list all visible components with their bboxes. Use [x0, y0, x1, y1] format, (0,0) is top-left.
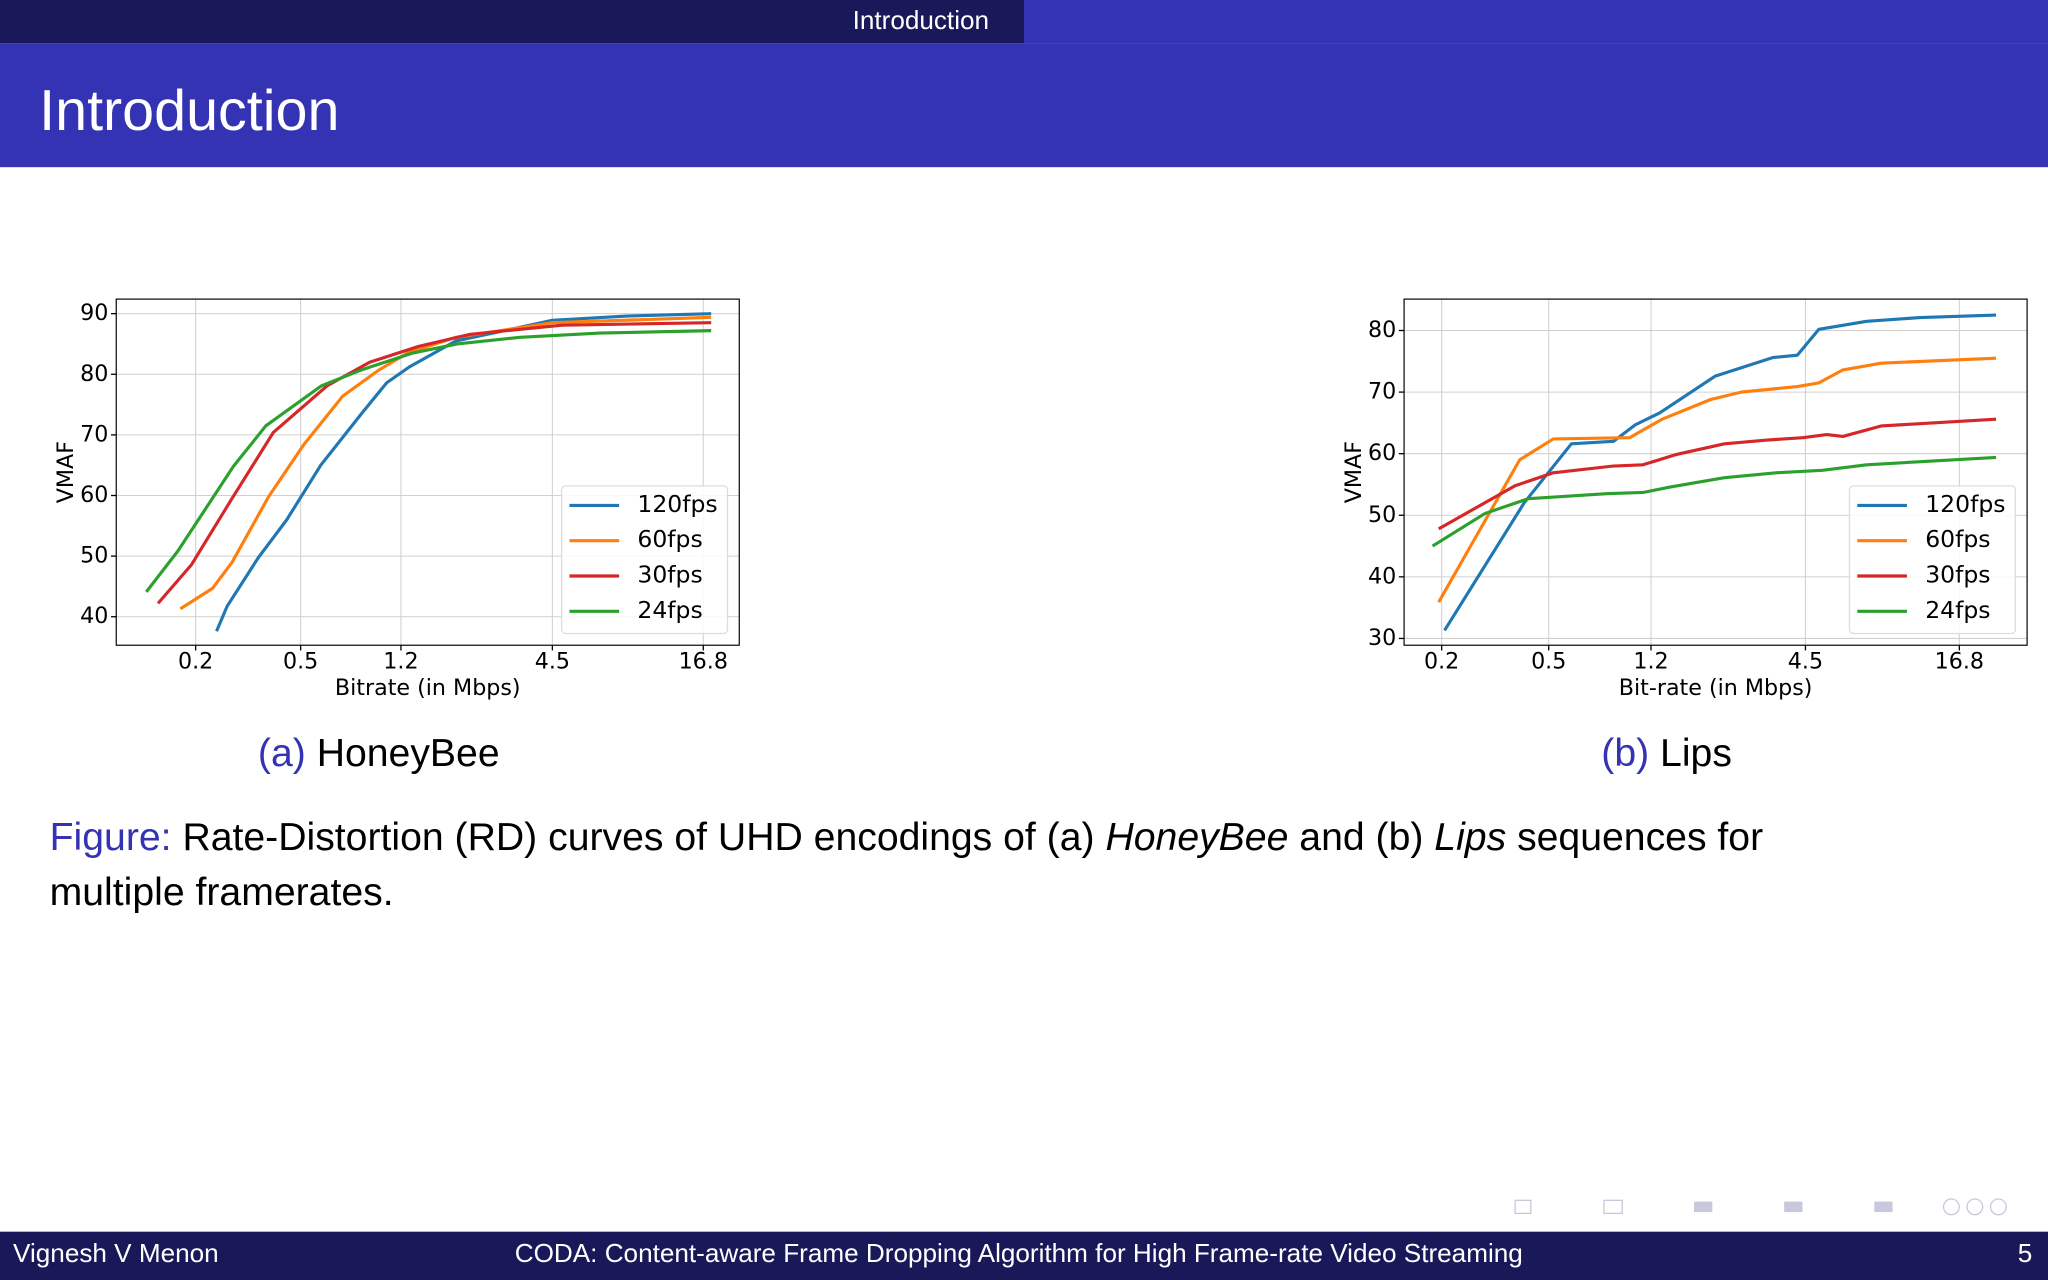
x-tick-label: 16.8	[1935, 649, 1984, 675]
data-line	[1437, 417, 1997, 531]
caption-name: HoneyBee	[1105, 816, 1288, 859]
footer-title: CODA: Content-aware Frame Dropping Algor…	[515, 1238, 1523, 1268]
y-tick-label: 80	[1368, 317, 1396, 343]
data-line	[1431, 455, 1997, 548]
x-tick-label: 0.2	[1424, 649, 1459, 675]
nav-symbols	[1514, 1198, 2007, 1216]
legend-label: 24fps	[637, 596, 702, 624]
section-name: Introduction	[853, 5, 989, 35]
x-axis-label: Bit-rate (in Mbps)	[1619, 675, 1813, 701]
y-tick-label: 30	[1368, 625, 1396, 651]
data-line	[1443, 313, 1997, 632]
y-tick-label: 70	[80, 421, 108, 447]
figure-caption-line: multiple framerates.	[50, 871, 394, 914]
y-axis-label: VMAF	[53, 441, 79, 503]
footer-page: 5	[2018, 1238, 2033, 1268]
subfigure-name: Lips	[1660, 733, 1732, 776]
title-bar	[0, 43, 2048, 168]
x-tick-label: 1.2	[1633, 649, 1668, 675]
footer-bar	[0, 1231, 2048, 1280]
frame-title: Introduction	[39, 79, 339, 143]
x-tick-label: 4.5	[1788, 649, 1823, 675]
subfigure-name: HoneyBee	[317, 733, 500, 776]
data-line	[145, 329, 712, 593]
header-left-bar	[0, 0, 1024, 44]
y-axis-label: VMAF	[1341, 441, 1367, 503]
legend-box	[560, 485, 729, 635]
subfigure-label: (b)	[1601, 733, 1649, 776]
y-tick-label: 70	[1368, 379, 1396, 405]
plot-area	[1431, 313, 1997, 632]
data-line	[1437, 356, 1997, 603]
caption-text: sequences for	[1517, 816, 1763, 859]
data-line	[215, 312, 712, 632]
legend-label: 30fps	[1925, 561, 1990, 589]
legend-box	[1848, 485, 2016, 635]
figure-caption: Figure: Rate-Distortion (RD) curves of U…	[50, 816, 1764, 859]
x-tick-label: 16.8	[679, 649, 728, 675]
y-tick-label: 50	[1368, 502, 1396, 528]
legend-label: 30fps	[637, 561, 702, 589]
subfigure-caption: (b) Lips	[1601, 733, 1732, 776]
legend-label: 60fps	[637, 525, 702, 553]
plot-frame	[115, 298, 740, 646]
subfigure-label: (a)	[258, 733, 306, 776]
x-tick-label: 4.5	[535, 649, 570, 675]
legend-label: 120fps	[637, 490, 717, 518]
x-axis-label: Bitrate (in Mbps)	[335, 675, 521, 701]
header-right-bar	[1024, 0, 2048, 44]
y-tick-label: 40	[1368, 563, 1396, 589]
footer-author: Vignesh V Menon	[13, 1238, 219, 1268]
x-tick-label: 0.2	[178, 649, 213, 675]
subfigure-caption: (a) HoneyBee	[258, 733, 500, 776]
y-tick-label: 80	[80, 361, 108, 387]
y-tick-label: 60	[1368, 440, 1396, 466]
y-tick-label: 90	[80, 300, 108, 326]
x-tick-label: 1.2	[383, 649, 418, 675]
caption-name: Lips	[1434, 816, 1506, 859]
caption-text: Rate-Distortion (RD) curves of UHD encod…	[182, 816, 1094, 859]
caption-label: Figure:	[50, 816, 172, 859]
y-tick-label: 50	[80, 543, 108, 569]
y-tick-label: 40	[80, 603, 108, 629]
x-tick-label: 0.5	[1531, 649, 1566, 675]
legend-label: 24fps	[1925, 596, 1990, 624]
plot-frame	[1403, 298, 2028, 646]
legend-label: 60fps	[1925, 525, 1990, 553]
legend-label: 120fps	[1925, 490, 2005, 518]
y-tick-label: 60	[80, 482, 108, 508]
caption-text: and (b)	[1299, 816, 1423, 859]
x-tick-label: 0.5	[283, 649, 318, 675]
plot-area	[145, 312, 712, 632]
